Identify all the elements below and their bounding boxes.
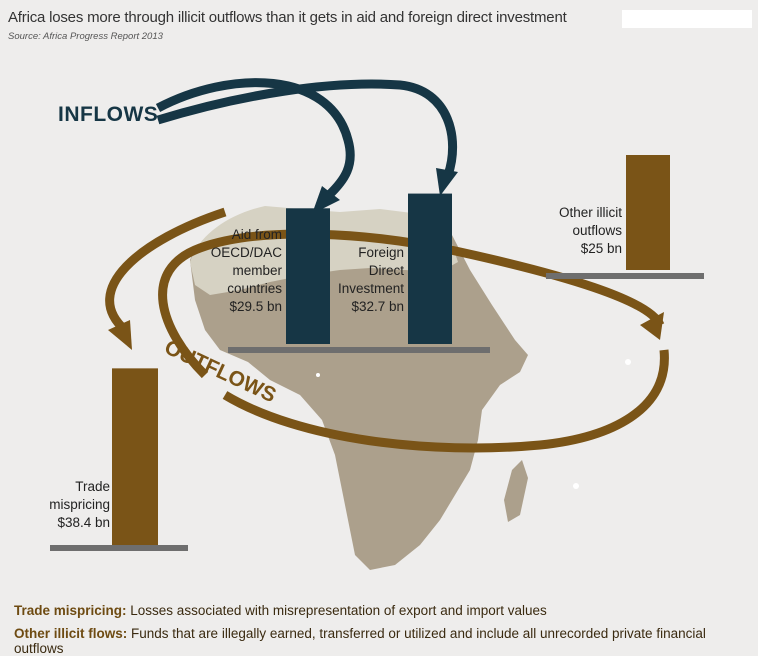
header-white-box: [622, 10, 752, 28]
bar-label-trade-mispricing: Trade mispricing $38.4 bn: [30, 478, 110, 532]
trade-label-line-1: Trade: [75, 479, 110, 494]
footnote-2-term: Other illicit flows:: [14, 626, 128, 641]
bar-other-illicit-outflows: [626, 155, 670, 270]
island-dot-3: [316, 373, 320, 377]
outflow-arrows: [105, 207, 669, 453]
bars-layer: [50, 155, 704, 551]
bar-label-fdi: Foreign Direct Investment $32.7 bn: [318, 244, 404, 316]
aid-label-line-1: Aid from: [231, 227, 282, 242]
other-value-label: $25 bn: [580, 241, 622, 256]
madagascar: [504, 460, 528, 522]
trade-value-label: $38.4 bn: [57, 515, 110, 530]
bar-label-aid: Aid from OECD/DAC member countries $29.5…: [196, 226, 282, 316]
fdi-value-label: $32.7 bn: [351, 299, 404, 314]
footnote-other-illicit: Other illicit flows: Funds that are ille…: [14, 626, 758, 656]
chart-source: Source: Africa Progress Report 2013: [8, 31, 163, 42]
outflow-arrow-bottom: [222, 349, 669, 453]
inflow-baseline: [228, 347, 490, 353]
fdi-label-line-1: Foreign: [358, 245, 404, 260]
chart-title: Africa loses more through illicit outflo…: [8, 9, 567, 26]
outflow-arrowhead-lower: [640, 312, 664, 340]
trade-mispricing-baseline: [50, 545, 188, 551]
inflow-arrow-right: [156, 79, 458, 177]
other-label-line-1: Other illicit: [558, 205, 622, 220]
inflow-arrow-left: [155, 78, 355, 200]
inflows-label: INFLOWS: [58, 103, 159, 126]
inflow-arrowhead-left: [312, 186, 340, 214]
bar-aid-from-oecd-dac-member-countries: [286, 208, 330, 344]
bar-trade-mispricing: [112, 368, 158, 545]
fdi-label-line-3: Investment: [337, 281, 404, 296]
aid-label-line-3: member: [232, 263, 282, 278]
bar-label-other-illicit: Other illicit outflows $25 bn: [518, 204, 622, 258]
footnote-1-text: Losses associated with misrepresentation…: [126, 603, 547, 618]
inflow-arrows: [155, 78, 458, 214]
footnote-1-term: Trade mispricing:: [14, 603, 127, 618]
island-dot-1: [625, 359, 631, 365]
other-label-line-2: outflows: [572, 223, 622, 238]
footnote-trade-mispricing: Trade mispricing: Losses associated with…: [14, 603, 547, 618]
inflow-arrowhead-right: [436, 168, 458, 196]
fdi-label-line-2: Direct: [368, 263, 404, 278]
outflow-arrowhead-upper: [108, 320, 132, 350]
aid-value-label: $29.5 bn: [229, 299, 282, 314]
aid-label-line-2: OECD/DAC: [210, 245, 282, 260]
bar-foreign-direct-investment: [408, 193, 452, 344]
outflow-arrow-upper: [105, 207, 227, 334]
footnote-2-text: Funds that are illegally earned, transfe…: [14, 626, 706, 656]
other-illicit-baseline: [546, 273, 704, 279]
island-dot-2: [573, 483, 579, 489]
aid-label-line-4: countries: [227, 281, 282, 296]
trade-label-line-2: mispricing: [49, 497, 110, 512]
